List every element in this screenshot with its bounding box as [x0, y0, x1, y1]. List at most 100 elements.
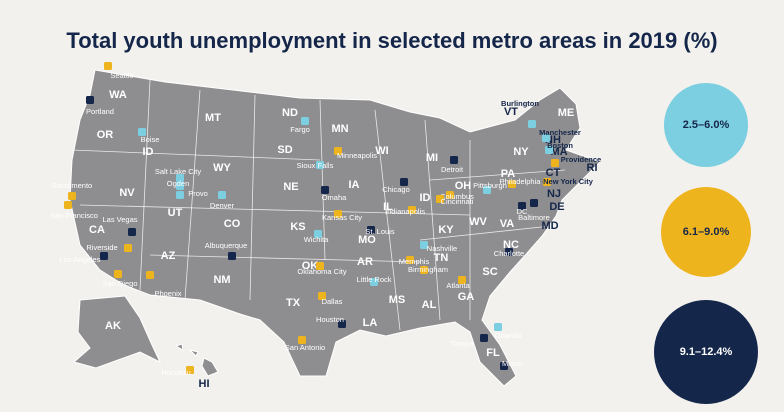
state-border: [149, 254, 421, 263]
city-marker: [436, 195, 444, 203]
legend-label: 6.1–9.0%: [683, 226, 730, 238]
city-label: Manchester: [539, 128, 581, 137]
state-label: IA: [349, 179, 360, 191]
city-marker: [228, 252, 236, 260]
city-label: DC: [517, 207, 528, 216]
state-label: GA: [458, 291, 475, 303]
city-label: Houston: [316, 315, 344, 324]
city-label: Memphis: [399, 257, 430, 266]
legend-swatch: [664, 83, 748, 167]
city-label: Burlington: [501, 99, 539, 108]
state-border: [71, 149, 321, 161]
city-label: Riverside: [86, 243, 117, 252]
city-marker: [114, 270, 122, 278]
city-label: Dallas: [322, 297, 343, 306]
state-label: NV: [119, 187, 135, 199]
state-label: ID: [420, 192, 431, 204]
city-marker: [338, 320, 346, 328]
city-marker: [408, 206, 416, 214]
city-marker: [124, 244, 132, 252]
state-label: MO: [358, 234, 376, 246]
city-marker: [176, 174, 184, 182]
state-label: SD: [277, 144, 292, 156]
state-label: ID: [143, 146, 154, 158]
city-marker: [146, 271, 154, 279]
city-marker: [420, 266, 428, 274]
state-border: [419, 224, 561, 241]
state-label: FL: [486, 347, 500, 359]
city-marker: [483, 186, 491, 194]
state-label: NE: [283, 181, 298, 193]
city-label: San Antonio: [285, 343, 325, 352]
city-label: New York City: [543, 177, 594, 186]
city-label: Detroit: [441, 165, 464, 174]
city-marker: [528, 120, 536, 128]
state-label: HI: [199, 378, 210, 390]
state-label: WA: [109, 89, 127, 101]
state-label: RI: [587, 162, 598, 174]
city-marker: [321, 186, 329, 194]
city-label: Baltimore: [518, 213, 550, 222]
legend-label: 9.1–12.4%: [680, 346, 733, 358]
state-label: WY: [213, 162, 231, 174]
state-label: NJ: [547, 188, 561, 200]
state-border: [319, 99, 326, 261]
legend-label: 2.5–6.0%: [683, 119, 730, 131]
city-label: Kansas City: [322, 213, 362, 222]
city-label: Portland: [86, 107, 114, 116]
state-label: KY: [438, 224, 454, 236]
city-label: Chicago: [382, 185, 410, 194]
state-border: [139, 79, 151, 291]
city-label: Provo: [188, 189, 208, 198]
city-label: Pittsburgh: [473, 181, 507, 190]
city-marker: [446, 191, 454, 199]
state-label: CO: [224, 218, 241, 230]
city-label: Omaha: [322, 193, 347, 202]
city-marker: [542, 134, 550, 142]
state-label: MT: [205, 112, 221, 124]
state-label: TX: [286, 297, 301, 309]
city-marker: [406, 256, 414, 264]
state-border: [374, 109, 401, 331]
state-border: [249, 94, 256, 301]
city-label: Nashville: [427, 244, 457, 253]
labels: 2.5–6.0% 6.1–9.0% 9.1–12.4% WA OR CA NV ID MT WY U…: [50, 62, 758, 404]
city-marker: [186, 366, 194, 374]
state-label: OH: [455, 180, 472, 192]
state-label: CT: [546, 167, 561, 179]
state-label: MN: [331, 123, 348, 135]
city-label: Wichita: [304, 235, 329, 244]
city-label: Sacramento: [52, 181, 92, 190]
state-label: NM: [213, 274, 230, 286]
city-marker: [86, 96, 94, 104]
state-label: CA: [89, 224, 105, 236]
city-marker: [68, 192, 76, 200]
city-marker: [64, 201, 72, 209]
state-label: AK: [105, 320, 121, 332]
city-marker: [370, 278, 378, 286]
legend-swatch: [661, 187, 751, 277]
state-label: KS: [290, 221, 305, 233]
city-label: Charlotte: [494, 249, 524, 258]
city-label: Little Rock: [356, 275, 391, 284]
state-label: OK: [302, 260, 319, 272]
city-marker: [104, 62, 112, 70]
state-label: MA: [550, 146, 567, 158]
state-border: [79, 204, 471, 216]
city-marker: [551, 159, 559, 167]
state-label: WV: [469, 216, 487, 228]
state-label: AL: [422, 299, 437, 311]
legend-swatch: [654, 300, 758, 404]
city-label: Tampa: [451, 339, 474, 348]
city-marker: [480, 334, 488, 342]
state-label: AR: [357, 256, 373, 268]
city-label: Albuquerque: [205, 241, 248, 250]
state-label: VA: [500, 218, 515, 230]
city-label: Orlando: [495, 331, 522, 340]
city-label: Philadelphia: [500, 177, 542, 186]
state-label: ND: [282, 107, 298, 119]
city-marker: [494, 323, 502, 331]
city-marker: [316, 262, 324, 270]
state-label: VT: [504, 106, 518, 118]
